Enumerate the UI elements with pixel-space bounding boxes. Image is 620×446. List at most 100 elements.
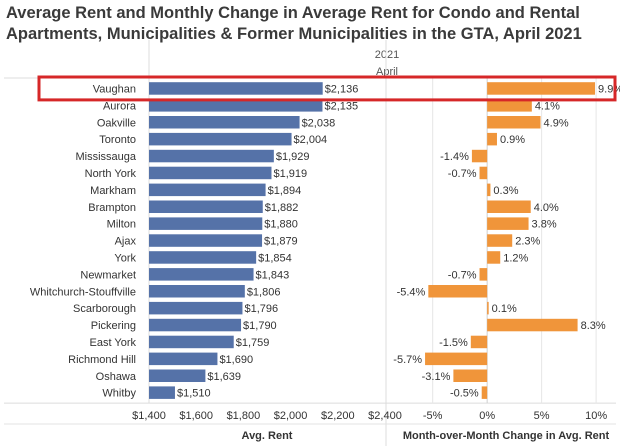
category-label: Whitchurch-Stouffville — [30, 286, 136, 298]
mom-change-label: 9.9% — [598, 83, 620, 95]
avg-rent-label: $1,919 — [273, 168, 307, 180]
avg-rent-bar — [149, 318, 242, 332]
avg-rent-bar — [149, 149, 274, 163]
x-tick-label-rent: $2,200 — [321, 410, 355, 422]
category-label: Whitby — [102, 388, 136, 400]
category-label: Richmond Hill — [68, 354, 136, 366]
avg-rent-bar — [149, 369, 206, 382]
mom-change-bar — [487, 116, 541, 129]
avg-rent-label: $1,796 — [244, 303, 278, 315]
x-tick-label-change: 0% — [479, 410, 495, 422]
x-tick-label-rent: $1,400 — [132, 410, 166, 422]
mom-change-bar — [479, 268, 488, 281]
avg-rent-bar — [149, 268, 254, 281]
avg-rent-label: $1,880 — [264, 219, 298, 231]
x-tick-label-rent: $2,000 — [274, 410, 308, 422]
mom-change-label: 2.3% — [515, 236, 540, 248]
mom-change-label: 0.1% — [492, 303, 517, 315]
mom-change-label: -1.4% — [440, 151, 469, 163]
avg-rent-label: $1,759 — [236, 337, 270, 349]
x-axis-title-change: Month-over-Month Change in Avg. Rent — [403, 430, 610, 442]
x-tick-label-rent: $1,600 — [179, 410, 213, 422]
mom-change-label: 0.3% — [493, 185, 518, 197]
category-label: East York — [90, 337, 137, 349]
header-year: 2021 — [375, 49, 399, 61]
mom-change-bar — [487, 200, 531, 213]
mom-change-bar — [487, 217, 529, 230]
avg-rent-label: $1,854 — [258, 252, 292, 264]
avg-rent-bar — [149, 386, 175, 399]
mom-change-bar — [479, 166, 488, 180]
mom-change-bar — [487, 132, 497, 146]
chart-title-line-2: Apartments, Municipalities & Former Muni… — [6, 25, 582, 43]
avg-rent-label: $1,639 — [207, 371, 241, 383]
x-tick-label-change: -5% — [423, 410, 443, 422]
avg-rent-bar — [149, 132, 292, 146]
avg-rent-label: $1,879 — [264, 236, 298, 248]
mom-change-bar — [487, 251, 501, 264]
mom-change-bar — [425, 352, 488, 366]
x-tick-label-change: 5% — [534, 410, 550, 422]
mom-change-bar — [481, 386, 488, 399]
avg-rent-bar — [149, 301, 243, 315]
avg-rent-bar — [149, 200, 263, 213]
category-label: Scarborough — [73, 303, 136, 315]
mom-change-label: -0.5% — [450, 388, 479, 400]
avg-rent-label: $1,510 — [177, 388, 211, 400]
category-label: Oakville — [97, 117, 136, 129]
mom-change-label: -0.7% — [448, 269, 477, 281]
x-tick-label-change: 10% — [585, 410, 607, 422]
avg-rent-label: $2,038 — [302, 117, 336, 129]
category-label: Pickering — [91, 320, 136, 332]
avg-rent-label: $2,136 — [325, 83, 359, 95]
avg-rent-label: $1,790 — [243, 320, 277, 332]
avg-rent-bar — [149, 352, 218, 366]
category-label: Toronto — [99, 134, 136, 146]
category-label: Newmarket — [80, 269, 136, 281]
category-label: Brampton — [88, 202, 136, 214]
header-month: April — [376, 66, 398, 78]
chart-title: Average Rent and Monthly Change in Avera… — [6, 3, 616, 45]
mom-change-bar — [428, 285, 488, 298]
mom-change-bar — [487, 183, 491, 197]
avg-rent-label: $1,882 — [265, 202, 299, 214]
mom-change-bar — [471, 149, 488, 163]
x-axis-title-rent: Avg. Rent — [242, 430, 293, 442]
avg-rent-label: $2,004 — [294, 134, 328, 146]
mom-change-label: 0.9% — [500, 134, 525, 146]
avg-rent-bar — [149, 234, 263, 247]
mom-change-label: 8.3% — [581, 320, 606, 332]
category-label: Markham — [90, 185, 136, 197]
avg-rent-label: $1,843 — [256, 269, 290, 281]
x-tick-label-rent: $2,400 — [368, 410, 402, 422]
x-tick-label-rent: $1,800 — [227, 410, 261, 422]
mom-change-label: 1.2% — [503, 252, 528, 264]
mom-change-bar — [487, 301, 489, 315]
avg-rent-bar — [149, 82, 323, 95]
mom-change-bar — [487, 318, 578, 332]
mom-change-label: -5.4% — [397, 286, 426, 298]
mom-change-bar — [470, 335, 488, 349]
avg-rent-label: $1,690 — [219, 354, 253, 366]
mom-change-label: -3.1% — [422, 371, 451, 383]
avg-rent-bar — [149, 116, 300, 129]
chart-title-line-1: Average Rent and Monthly Change in Avera… — [6, 4, 580, 22]
avg-rent-bar — [149, 251, 257, 264]
avg-rent-bar — [149, 335, 234, 349]
avg-rent-bar — [149, 183, 266, 197]
mom-change-label: 3.8% — [532, 219, 557, 231]
mom-change-label: -1.5% — [439, 337, 468, 349]
mom-change-bar — [487, 82, 596, 95]
category-label: Milton — [107, 219, 136, 231]
mom-change-label: 4.0% — [534, 202, 559, 214]
highlight-box — [37, 75, 617, 102]
mom-change-label: -0.7% — [448, 168, 477, 180]
avg-rent-bar — [149, 166, 272, 180]
mom-change-label: 4.1% — [535, 100, 560, 112]
avg-rent-bar — [149, 217, 263, 230]
avg-rent-label: $1,929 — [276, 151, 310, 163]
avg-rent-bar — [149, 99, 323, 112]
avg-rent-label: $1,894 — [268, 185, 302, 197]
